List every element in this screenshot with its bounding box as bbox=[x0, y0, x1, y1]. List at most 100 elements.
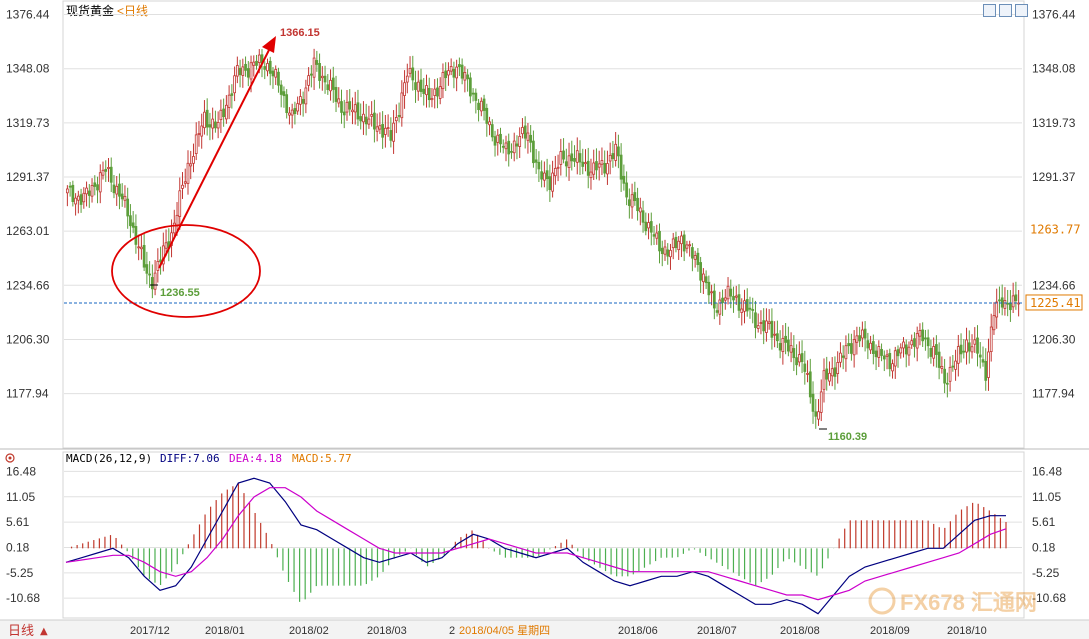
candle-body bbox=[559, 151, 563, 165]
candle bbox=[737, 284, 741, 319]
candle bbox=[323, 65, 327, 94]
macd-tick-label-left: -10.68 bbox=[6, 591, 40, 605]
candle bbox=[359, 103, 363, 130]
candle bbox=[745, 288, 749, 317]
candle bbox=[414, 70, 417, 103]
candle bbox=[655, 224, 659, 245]
date-tick-label: 2018/07 bbox=[697, 625, 737, 637]
candle-body bbox=[123, 195, 127, 201]
candle-body bbox=[337, 98, 341, 104]
macd-tick-label-left: -5.25 bbox=[6, 566, 34, 580]
candle bbox=[186, 150, 190, 195]
candle bbox=[691, 243, 694, 272]
candle-body bbox=[822, 370, 826, 390]
toolbar-window-icon[interactable] bbox=[983, 4, 996, 17]
candle bbox=[370, 101, 374, 127]
candle-body bbox=[1011, 295, 1015, 308]
period-label[interactable]: <日线 bbox=[117, 4, 148, 18]
candle bbox=[921, 322, 925, 348]
candle bbox=[562, 138, 565, 164]
candle-body bbox=[1006, 302, 1010, 305]
macd-settings-icon[interactable] bbox=[5, 453, 15, 463]
candle-body bbox=[989, 326, 993, 352]
candle bbox=[729, 279, 733, 309]
candle-body bbox=[71, 184, 75, 202]
candle bbox=[140, 234, 143, 260]
candle-body bbox=[307, 75, 310, 86]
candle bbox=[233, 66, 236, 102]
candle bbox=[707, 275, 711, 304]
candle bbox=[836, 351, 840, 384]
candle bbox=[913, 332, 916, 358]
macd-tick-label-right: -5.25 bbox=[1032, 566, 1060, 580]
candle bbox=[833, 356, 837, 390]
candle bbox=[902, 337, 905, 358]
candle bbox=[109, 157, 113, 193]
candle bbox=[674, 231, 678, 253]
candle-body bbox=[759, 322, 763, 324]
candle-body bbox=[863, 328, 867, 339]
candle-body bbox=[161, 245, 165, 265]
period-button-arrow-icon[interactable]: ▲ bbox=[40, 626, 48, 637]
candle bbox=[90, 178, 94, 203]
candle bbox=[129, 204, 132, 238]
candle-body bbox=[241, 66, 245, 76]
candle-body bbox=[899, 347, 903, 354]
candle bbox=[540, 160, 543, 188]
candle-body bbox=[466, 74, 469, 80]
toolbar-up-icon[interactable] bbox=[999, 4, 1012, 17]
candle bbox=[208, 112, 212, 141]
candle-body bbox=[907, 346, 911, 356]
candle bbox=[392, 110, 395, 154]
candle bbox=[452, 61, 456, 89]
candle-body bbox=[712, 290, 716, 309]
candle bbox=[970, 334, 974, 359]
candle bbox=[882, 350, 886, 372]
candle bbox=[326, 74, 330, 95]
candle bbox=[433, 79, 437, 109]
macd-dea-label: DEA:4.18 bbox=[229, 452, 282, 465]
price-tick-label-left: 1177.94 bbox=[6, 387, 49, 401]
candle-body bbox=[216, 122, 220, 129]
candle-body bbox=[150, 277, 154, 290]
candle-body bbox=[877, 346, 881, 358]
candle-body bbox=[389, 130, 393, 141]
candle bbox=[150, 264, 154, 299]
candle-body bbox=[773, 333, 777, 336]
candle bbox=[466, 69, 469, 92]
candle-body bbox=[704, 276, 708, 284]
candle-body bbox=[279, 84, 283, 95]
candle bbox=[82, 187, 86, 209]
candle bbox=[85, 181, 88, 207]
candle-body bbox=[181, 184, 184, 189]
candle bbox=[756, 313, 760, 333]
candle bbox=[482, 94, 486, 121]
candle bbox=[427, 77, 431, 108]
candle-body bbox=[137, 246, 141, 249]
macd-tick-label-left: 0.18 bbox=[6, 540, 30, 554]
candle bbox=[532, 130, 535, 168]
candle-body bbox=[833, 367, 837, 377]
candle bbox=[301, 91, 305, 117]
candle bbox=[877, 340, 881, 367]
candle bbox=[644, 212, 648, 236]
candle bbox=[792, 335, 796, 372]
candle-body bbox=[803, 363, 807, 372]
candle bbox=[120, 183, 124, 207]
candle-body bbox=[808, 371, 812, 398]
candle bbox=[235, 56, 239, 84]
candle-body bbox=[710, 291, 713, 294]
candle bbox=[828, 361, 831, 386]
candle bbox=[896, 345, 900, 368]
red-circle-annotation bbox=[111, 224, 261, 318]
candle bbox=[488, 116, 491, 136]
period-button[interactable]: 日线 bbox=[8, 623, 34, 638]
candle-body bbox=[364, 116, 368, 125]
candle bbox=[1011, 282, 1015, 313]
candle bbox=[252, 55, 256, 77]
candle bbox=[732, 286, 735, 313]
toolbar-down-icon[interactable] bbox=[1015, 4, 1028, 17]
candle bbox=[225, 95, 228, 124]
candle-body bbox=[510, 150, 513, 153]
candle bbox=[663, 239, 667, 261]
